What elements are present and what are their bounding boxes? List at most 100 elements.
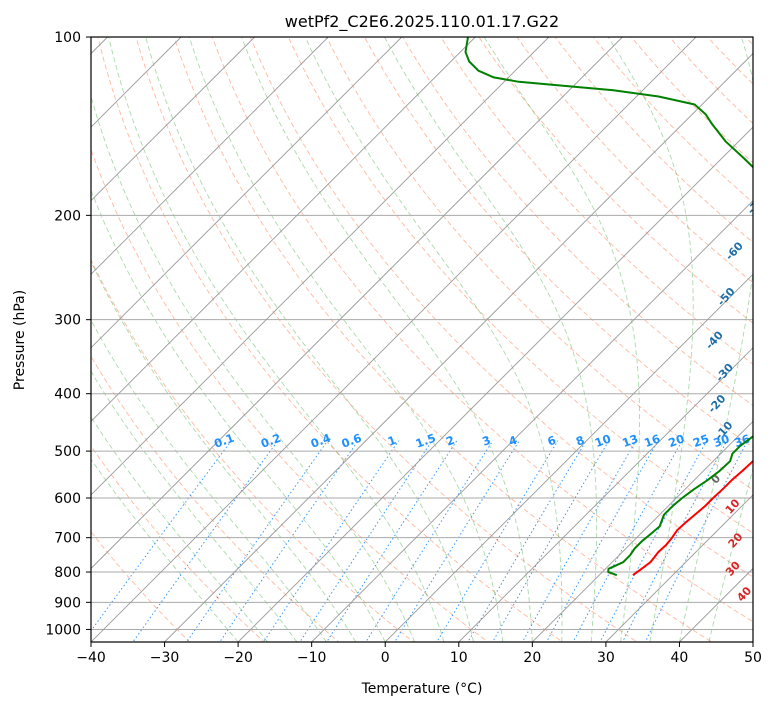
y-axis-label: Pressure (hPa) bbox=[12, 290, 28, 390]
mixing-ratio-label: 16 bbox=[642, 431, 662, 450]
isotherm-line bbox=[384, 273, 753, 642]
dry-adiabat-line bbox=[249, 37, 753, 578]
y-axis-ticks: 100 200 300 400 500 600 700 800 900 1000 bbox=[45, 30, 91, 638]
moist-adiabat-line bbox=[241, 37, 533, 642]
dry-adiabat-line bbox=[97, 37, 564, 642]
moist-adiabat-line bbox=[91, 416, 268, 642]
adiabat-label: 40 bbox=[734, 584, 754, 604]
mixing-ratio-label: 0.2 bbox=[259, 431, 283, 451]
moist-adiabat-line bbox=[108, 37, 445, 642]
dry-adiabat-line bbox=[173, 37, 713, 642]
isotherm-line bbox=[91, 37, 697, 642]
mixing-ratio-label: 25 bbox=[691, 431, 711, 450]
dry-adiabat-line bbox=[91, 355, 340, 642]
y-tick-label: 1000 bbox=[45, 622, 81, 638]
mixing-ratio-line bbox=[644, 440, 749, 642]
y-tick-label: 200 bbox=[54, 208, 81, 224]
dry-adiabat-line bbox=[211, 37, 753, 623]
dry-adiabat-line bbox=[402, 37, 753, 407]
chart-title: wetPf2_C2E6.2025.110.01.17.G22 bbox=[285, 12, 559, 32]
isotherm-line bbox=[91, 37, 255, 202]
y-tick-label: 300 bbox=[54, 313, 81, 329]
mixing-ratio-label: 20 bbox=[666, 431, 686, 450]
dry-adiabat-line bbox=[91, 445, 265, 642]
mixing-ratio-label: 0.6 bbox=[339, 431, 363, 451]
mixing-ratio-label: 10 bbox=[593, 431, 613, 450]
x-axis-ticks: −40 −30 −20 −10 0 10 20 30 40 50 bbox=[76, 642, 762, 666]
x-tick-label: −20 bbox=[223, 650, 253, 666]
dry-adiabat-line bbox=[478, 37, 753, 324]
moist-adiabat-line bbox=[188, 37, 504, 642]
x-tick-label: −10 bbox=[297, 650, 327, 666]
moist-adiabat-line bbox=[483, 37, 641, 642]
temperature-profile-line bbox=[632, 459, 753, 577]
pressure-gridlines bbox=[91, 37, 753, 630]
dewpoint-profile-line bbox=[464, 37, 753, 577]
isotherm-line bbox=[458, 347, 753, 642]
mixing-ratio-line bbox=[467, 440, 587, 642]
isotherm-line bbox=[91, 37, 623, 570]
dry-adiabats bbox=[91, 37, 753, 642]
mixing-ratio-line bbox=[622, 440, 728, 642]
isotherm-line bbox=[532, 420, 753, 642]
mixing-ratio-line bbox=[492, 440, 610, 642]
y-tick-label: 700 bbox=[54, 531, 81, 547]
x-tick-label: 30 bbox=[597, 650, 615, 666]
dry-adiabat-line bbox=[91, 531, 191, 642]
isotherm-line bbox=[91, 37, 550, 496]
mixing-ratio-line bbox=[132, 440, 279, 642]
moist-adiabat-line bbox=[678, 37, 753, 642]
y-tick-label: 400 bbox=[54, 387, 81, 403]
mixing-ratio-label: 30 bbox=[711, 431, 731, 450]
moist-adiabat-line bbox=[145, 37, 474, 642]
moist-adiabat-line bbox=[91, 319, 327, 642]
x-tick-label: −40 bbox=[76, 650, 106, 666]
plot-frame bbox=[90, 36, 754, 643]
x-tick-label: 40 bbox=[671, 650, 689, 666]
moist-adiabats bbox=[91, 37, 753, 642]
mixing-ratio-line bbox=[521, 440, 637, 642]
mixing-ratio-line bbox=[436, 440, 559, 642]
y-tick-label: 500 bbox=[54, 444, 81, 460]
mixing-ratio-label: 0.1 bbox=[212, 431, 236, 451]
x-tick-label: 50 bbox=[744, 650, 762, 666]
moist-adiabat-line bbox=[607, 37, 694, 642]
mixing-ratio-line bbox=[262, 440, 400, 642]
moist-adiabat-line bbox=[304, 37, 563, 642]
isotherm-line bbox=[164, 52, 753, 642]
adiabat-label: -70 bbox=[745, 193, 768, 217]
x-tick-label: 20 bbox=[523, 650, 541, 666]
mixing-ratio-label: 0.4 bbox=[309, 431, 333, 451]
isotherm-line bbox=[91, 37, 403, 349]
dry-adiabat-line bbox=[287, 37, 753, 534]
isotherm-line bbox=[91, 37, 476, 422]
mixing-ratio-label: 1.5 bbox=[414, 431, 438, 451]
moist-adiabat-line bbox=[384, 37, 598, 642]
isotherm-line bbox=[605, 494, 753, 642]
mixing-ratio-label: 36 bbox=[732, 431, 752, 450]
isotherm-gridlines bbox=[91, 37, 753, 642]
y-tick-label: 900 bbox=[54, 595, 81, 611]
mixing-ratio-label: 13 bbox=[620, 431, 640, 450]
dry-adiabat-line bbox=[135, 37, 639, 642]
isotherm-line bbox=[91, 37, 329, 275]
mixing-ratio-line bbox=[365, 440, 494, 642]
isotherm-line bbox=[311, 200, 753, 642]
moist-adiabat-line bbox=[708, 467, 753, 642]
dry-adiabat-line bbox=[364, 37, 753, 448]
y-tick-label: 800 bbox=[54, 565, 81, 581]
mixing-ratio-line bbox=[599, 440, 708, 642]
isotherm-line bbox=[237, 126, 753, 642]
x-axis-label: Temperature (°C) bbox=[361, 681, 483, 697]
y-tick-label: 100 bbox=[54, 30, 81, 46]
profile-series bbox=[464, 37, 753, 577]
x-tick-label: 10 bbox=[450, 650, 468, 666]
moist-adiabat-line bbox=[91, 458, 239, 642]
mixing-ratio-line bbox=[572, 440, 683, 642]
mixing-ratio-line bbox=[546, 440, 659, 642]
moist-adiabat-line bbox=[91, 189, 386, 642]
mixing-ratio-lines bbox=[91, 440, 749, 642]
dry-adiabat-line bbox=[91, 258, 415, 642]
moist-adiabat-line bbox=[91, 260, 357, 642]
